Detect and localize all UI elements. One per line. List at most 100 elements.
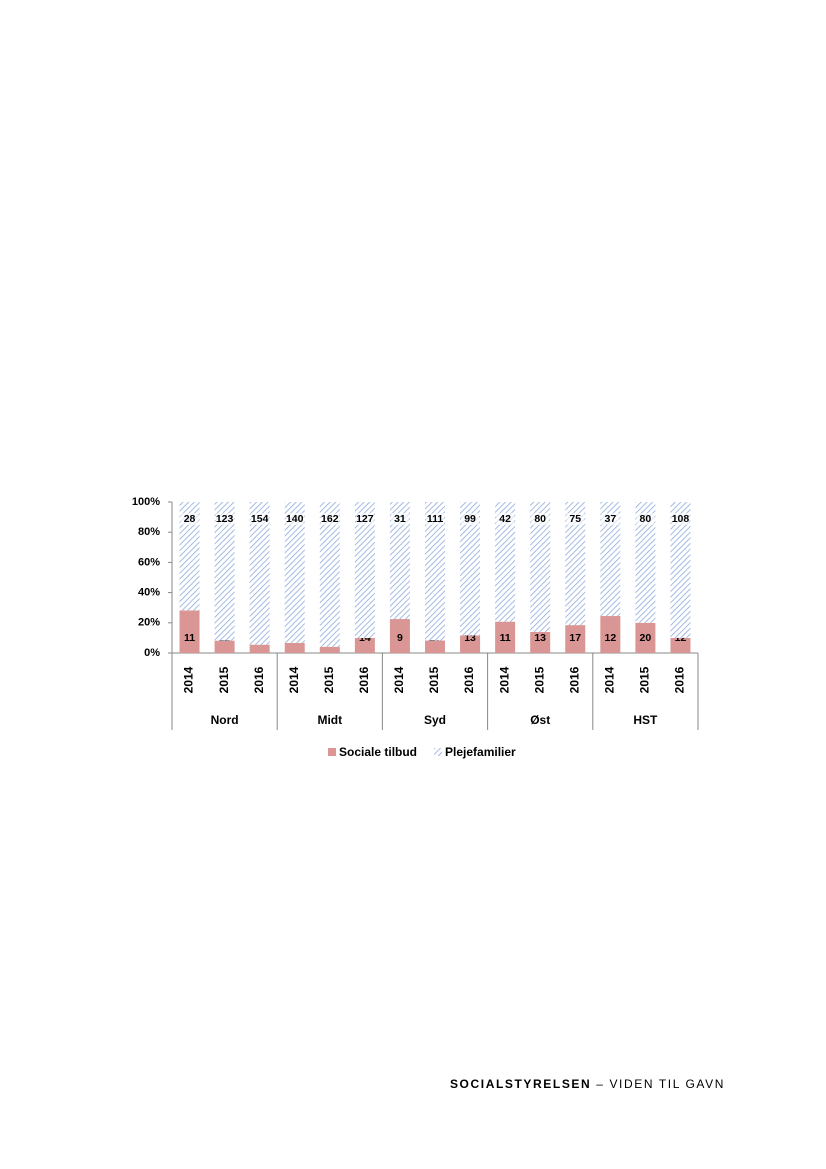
label-bg [426, 513, 444, 525]
bar-segment [565, 502, 586, 626]
data-label: 13 [534, 632, 546, 644]
data-label: 75 [569, 513, 581, 525]
bar-segment [635, 502, 656, 623]
bar-segment [214, 502, 235, 641]
bar-segment [249, 502, 270, 645]
label-bg [461, 513, 480, 525]
legend-swatch [434, 748, 443, 756]
data-label: 140 [286, 513, 304, 525]
data-label: 20 [640, 632, 652, 644]
x-tick-label: 2014 [603, 666, 617, 693]
group-label: Øst [530, 713, 550, 727]
x-tick-label: 2015 [322, 666, 336, 693]
label-bg [180, 513, 199, 525]
y-tick-label: 80% [138, 526, 160, 538]
data-label: 127 [356, 513, 374, 525]
data-label: 123 [216, 513, 234, 525]
bar-segment [460, 635, 481, 653]
x-tick-label: 2016 [252, 666, 266, 693]
x-tick-label: 2016 [567, 666, 581, 693]
x-tick-label: 2015 [427, 666, 441, 693]
label-bg [215, 513, 234, 525]
bar-segment [425, 502, 445, 641]
bar-segment [600, 616, 621, 653]
data-label: 162 [321, 513, 339, 525]
bar-segment [284, 502, 305, 643]
bar-segment [565, 625, 586, 653]
footer-brand: SOCIALSTYRELSEN [450, 1077, 591, 1091]
y-tick-label: 100% [132, 496, 160, 508]
data-label: 80 [640, 513, 652, 525]
label-bg [566, 513, 585, 525]
bar-segment [530, 502, 551, 632]
bar-segment [460, 502, 481, 636]
label-bg [390, 513, 409, 525]
bar-segment [670, 502, 691, 638]
data-label: 31 [394, 513, 406, 525]
data-label: 11 [500, 632, 511, 644]
x-tick-label: 2016 [673, 666, 687, 693]
legend-label: Plejefamilier [445, 745, 516, 759]
bar-segment [389, 619, 410, 653]
bar-segment [425, 640, 445, 653]
data-label: 13 [464, 632, 476, 644]
data-label: 108 [672, 513, 690, 525]
x-tick-label: 2014 [392, 666, 406, 693]
x-tick-label: 2014 [182, 666, 196, 693]
y-tick-label: 40% [138, 587, 160, 599]
label-bg [285, 513, 304, 525]
label-bg [320, 513, 339, 525]
data-label: 80 [534, 513, 546, 525]
bar-segment [249, 644, 270, 653]
legend-label: Sociale tilbud [339, 745, 417, 759]
legend-swatch [328, 748, 336, 756]
data-label: 42 [499, 513, 511, 525]
data-label: 9 [397, 632, 403, 644]
label-bg [355, 513, 374, 525]
label-bg [496, 513, 515, 525]
x-tick-label: 2015 [532, 666, 546, 693]
bar-segment [389, 502, 410, 620]
data-label: 99 [464, 513, 476, 525]
bar-segment [354, 502, 375, 639]
x-tick-label: 2016 [357, 666, 371, 693]
label-bg [531, 513, 550, 525]
label-bg [601, 513, 620, 525]
data-label: 17 [569, 632, 581, 644]
bar-segment [284, 642, 305, 653]
data-label: 28 [184, 513, 196, 525]
data-label: 12 [604, 632, 616, 644]
y-tick-label: 60% [138, 556, 160, 568]
bar-segment [214, 640, 235, 653]
y-tick-label: 20% [138, 617, 160, 629]
x-tick-label: 2015 [638, 666, 652, 693]
group-label: HST [633, 713, 658, 727]
footer: SOCIALSTYRELSEN – VIDEN TIL GAVN [450, 1077, 725, 1091]
data-label: 37 [604, 513, 616, 525]
bar-segment [670, 637, 691, 653]
bar-segment [319, 646, 340, 653]
footer-tagline: – VIDEN TIL GAVN [591, 1077, 725, 1091]
bar-segment [495, 621, 516, 653]
data-label: 111 [427, 513, 444, 525]
bar-segment [635, 622, 656, 653]
group-label: Syd [424, 713, 446, 727]
label-bg [250, 513, 269, 525]
bar-segment [600, 502, 621, 617]
x-tick-label: 2016 [462, 666, 476, 693]
x-tick-label: 2015 [217, 666, 231, 693]
bar-segment [179, 610, 200, 653]
x-tick-label: 2014 [497, 666, 511, 693]
bar-segment [354, 638, 375, 653]
label-bg [636, 513, 655, 525]
group-label: Midt [317, 713, 342, 727]
bar-segment [179, 502, 200, 611]
bar-segment [495, 502, 516, 622]
group-label: Nord [211, 713, 239, 727]
data-label: 11 [184, 632, 195, 644]
bar-segment [530, 631, 551, 653]
label-bg [671, 513, 690, 525]
bar-segment [319, 502, 340, 647]
x-tick-label: 2014 [287, 666, 301, 693]
